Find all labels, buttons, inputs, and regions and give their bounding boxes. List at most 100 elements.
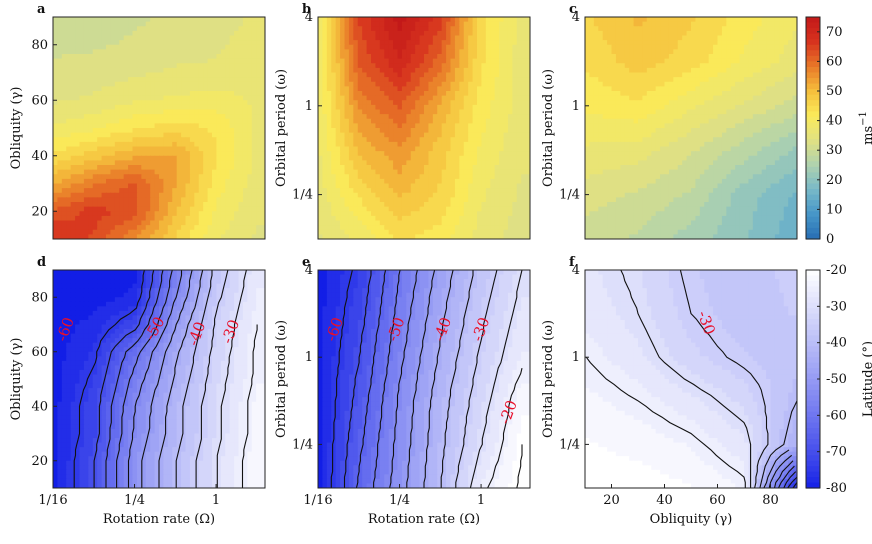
heatmap-cell bbox=[393, 95, 399, 101]
heatmap-cell bbox=[247, 211, 253, 217]
heatmap-cell bbox=[132, 188, 138, 194]
heatmap-cell bbox=[344, 17, 350, 23]
heatmap-cell bbox=[503, 192, 509, 198]
heatmap-cell bbox=[61, 146, 67, 152]
heatmap-cell bbox=[150, 35, 156, 41]
heatmap-cell bbox=[642, 49, 648, 55]
heatmap-cell bbox=[251, 128, 257, 134]
heatmap-cell bbox=[450, 151, 456, 157]
heatmap-cell bbox=[503, 123, 509, 129]
heatmap-cell bbox=[212, 58, 218, 64]
heatmap-cell bbox=[322, 197, 328, 203]
heatmap-cell bbox=[92, 109, 98, 115]
heatmap-cell bbox=[388, 128, 394, 134]
heatmap-cell bbox=[393, 109, 399, 115]
heatmap-cell bbox=[419, 211, 425, 217]
heatmap-cell bbox=[185, 40, 191, 46]
heatmap-cell bbox=[326, 86, 332, 92]
heatmap-cell bbox=[61, 211, 67, 217]
heatmap-cell bbox=[463, 225, 469, 231]
heatmap-cell bbox=[176, 58, 182, 64]
heatmap-cell bbox=[154, 21, 160, 27]
heatmap-cell bbox=[154, 114, 160, 120]
heatmap-cell bbox=[229, 91, 235, 97]
heatmap-cell bbox=[516, 141, 522, 148]
heatmap-cell bbox=[481, 206, 487, 212]
heatmap-cell bbox=[167, 229, 173, 235]
heatmap-cell bbox=[106, 100, 112, 106]
heatmap-cell bbox=[110, 137, 116, 143]
heatmap-cell bbox=[251, 67, 257, 74]
heatmap-cell bbox=[472, 26, 478, 32]
heatmap-cell bbox=[353, 165, 359, 171]
heatmap-cell bbox=[525, 91, 530, 97]
heatmap-cell bbox=[229, 234, 235, 239]
heatmap-cell bbox=[437, 91, 443, 97]
heatmap-cell bbox=[446, 151, 452, 157]
heatmap-cell bbox=[673, 40, 679, 46]
heatmap-cell bbox=[238, 197, 244, 203]
heatmap-cell bbox=[655, 40, 661, 46]
heatmap-cell bbox=[326, 17, 332, 23]
heatmap-cell bbox=[128, 81, 134, 87]
heatmap-cell bbox=[748, 40, 754, 46]
heatmap-cell bbox=[132, 30, 138, 37]
heatmap-cell bbox=[437, 206, 443, 212]
heatmap-cell bbox=[322, 17, 328, 23]
heatmap-cell bbox=[468, 67, 474, 74]
heatmap-cell bbox=[516, 86, 522, 92]
heatmap-cell bbox=[176, 72, 182, 78]
heatmap-cell bbox=[393, 229, 399, 235]
heatmap-cell bbox=[318, 49, 324, 55]
heatmap-cell bbox=[615, 21, 621, 27]
heatmap-cell bbox=[499, 63, 505, 69]
heatmap-cell bbox=[353, 91, 359, 97]
heatmap-cell bbox=[123, 169, 129, 175]
heatmap-cell bbox=[163, 86, 169, 92]
heatmap-cell bbox=[721, 21, 727, 27]
heatmap-cell bbox=[212, 229, 218, 235]
heatmap-cell bbox=[472, 202, 478, 208]
heatmap-cell bbox=[145, 178, 151, 185]
heatmap-cell bbox=[163, 215, 169, 222]
heatmap-cell bbox=[499, 146, 505, 152]
heatmap-cell bbox=[92, 225, 98, 231]
heatmap-cell bbox=[70, 35, 76, 41]
heatmap-cell bbox=[181, 155, 187, 161]
heatmap-cell bbox=[401, 225, 407, 231]
heatmap-cell bbox=[362, 21, 368, 27]
heatmap-cell bbox=[128, 35, 134, 41]
heatmap-cell bbox=[114, 174, 120, 180]
heatmap-cell bbox=[375, 128, 381, 134]
heatmap-cell bbox=[419, 128, 425, 134]
heatmap-cell bbox=[225, 114, 231, 120]
heatmap-cell bbox=[410, 67, 416, 74]
heatmap-cell bbox=[159, 146, 165, 152]
heatmap-cell bbox=[393, 67, 399, 74]
heatmap-cell bbox=[507, 63, 513, 69]
heatmap-cell bbox=[92, 17, 98, 23]
heatmap-cell bbox=[61, 234, 67, 239]
heatmap-cell bbox=[75, 21, 81, 27]
heatmap-cell bbox=[322, 104, 328, 111]
heatmap-cell bbox=[494, 58, 500, 64]
heatmap-cell bbox=[477, 220, 483, 226]
heatmap-cell bbox=[441, 100, 447, 106]
heatmap-cell bbox=[172, 86, 178, 92]
heatmap-cell bbox=[379, 183, 385, 189]
heatmap-cell bbox=[472, 165, 478, 171]
heatmap-cell bbox=[181, 114, 187, 120]
heatmap-cell bbox=[141, 49, 147, 55]
heatmap-cell bbox=[106, 137, 112, 143]
heatmap-cell bbox=[189, 197, 195, 203]
heatmap-cell bbox=[185, 26, 191, 32]
heatmap-cell bbox=[70, 109, 76, 115]
heatmap-cell bbox=[83, 77, 89, 83]
heatmap-cell bbox=[388, 21, 394, 27]
heatmap-cell bbox=[441, 202, 447, 208]
heatmap-cell bbox=[607, 26, 613, 32]
heatmap-cell bbox=[468, 118, 474, 124]
heatmap-cell bbox=[388, 188, 394, 194]
heatmap-cell bbox=[119, 91, 125, 97]
heatmap-cell bbox=[521, 132, 527, 138]
